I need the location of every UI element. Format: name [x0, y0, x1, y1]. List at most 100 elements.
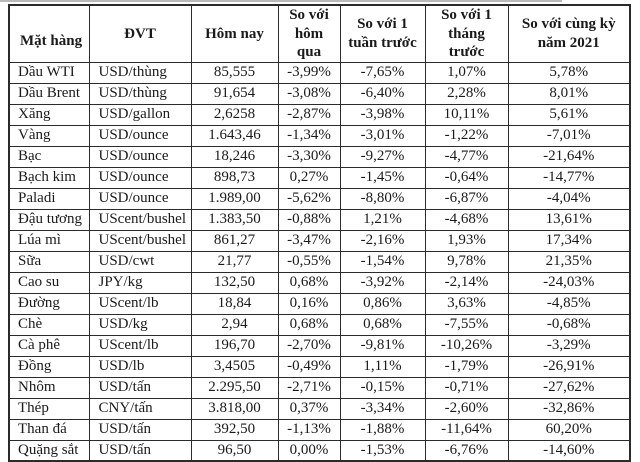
vs_yesterday-cell: -5,62%: [277, 187, 341, 210]
today-cell: 85,555: [190, 61, 279, 84]
vs_same_period_2021-cell: -14,77%: [507, 166, 631, 189]
commodity-cell: Bạch kim: [8, 166, 90, 189]
vs_yesterday-cell: -3,30%: [277, 145, 341, 168]
commodity-cell: Quặng sắt: [8, 439, 90, 462]
commodity-cell: Dầu Brent: [8, 82, 90, 105]
today-cell: 18,84: [190, 292, 279, 315]
vs_yesterday-cell: -2,87%: [277, 103, 341, 126]
table-row: Dầu Brent USD/thùng 91,654 -3,08% -6,40% 2,28…: [8, 82, 631, 105]
table-row: Dầu WTI USD/thùng 85,555 -3,99% -7,65% 1,07% 5…: [8, 61, 631, 84]
unit-cell: USD/thùng: [88, 61, 192, 84]
vs_same_period_2021-cell: -7,01%: [507, 124, 631, 147]
table-row: Xăng USD/gallon 2,6258 -2,87% -3,98% 10,11% 5,…: [8, 103, 631, 126]
vs_yesterday-cell: 0,00%: [277, 439, 341, 462]
vs_yesterday-cell: -3,08%: [277, 82, 341, 105]
vs_last_month-cell: -7,55%: [424, 313, 509, 336]
unit-cell: USD/ounce: [88, 124, 192, 147]
unit-cell: UScent/lb: [88, 292, 192, 315]
vs_same_period_2021-cell: -32,86%: [507, 397, 631, 420]
vs_last_week-cell: -3,98%: [339, 103, 426, 126]
commodity-cell: Vàng: [8, 124, 90, 147]
today-cell: 18,246: [190, 145, 279, 168]
vs_yesterday-cell: -2,70%: [277, 334, 341, 357]
vs_last_month-cell: -11,64%: [424, 418, 509, 441]
column-header-unit: ĐVT: [88, 4, 192, 63]
vs_last_month-cell: 9,78%: [424, 250, 509, 273]
commodity-cell: Nhôm: [8, 376, 90, 399]
vs_same_period_2021-cell: -4,85%: [507, 292, 631, 315]
unit-cell: UScent/lb: [88, 334, 192, 357]
vs_yesterday-cell: 0,16%: [277, 292, 341, 315]
commodity-cell: Đường: [8, 292, 90, 315]
unit-cell: USD/thùng: [88, 82, 192, 105]
vs_last_month-cell: -1,79%: [424, 355, 509, 378]
vs_yesterday-cell: -3,99%: [277, 61, 341, 84]
today-cell: 861,27: [190, 229, 279, 252]
unit-cell: USD/ounce: [88, 166, 192, 189]
unit-cell: UScent/bushel: [88, 208, 192, 231]
column-header-commodity: Mặt hàng: [8, 4, 90, 63]
table-row: Sữa USD/cwt 21,77 -0,55% -1,54% 9,78% 21,35%: [8, 250, 631, 273]
table-row: Quặng sắt USD/tấn 96,50 0,00% -1,53% -6,76% -1…: [8, 439, 631, 462]
table-row: Bạch kim USD/ounce 898,73 0,27% -1,45% -0,64%…: [8, 166, 631, 189]
vs_last_week-cell: -9,81%: [339, 334, 426, 357]
vs_last_week-cell: -1,88%: [339, 418, 426, 441]
table-row: Thép CNY/tấn 3.818,00 0,37% -3,34% -2,60% -32,…: [8, 397, 631, 420]
today-cell: 898,73: [190, 166, 279, 189]
vs_last_week-cell: 1,11%: [339, 355, 426, 378]
vs_last_week-cell: -6,40%: [339, 82, 426, 105]
table-row: Paladi USD/ounce 1.989,00 -5,62% -8,80% -6,87…: [8, 187, 631, 210]
vs_last_month-cell: 3,63%: [424, 292, 509, 315]
today-cell: 196,70: [190, 334, 279, 357]
vs_yesterday-cell: 0,68%: [277, 313, 341, 336]
commodity-cell: Dầu WTI: [8, 61, 90, 84]
commodity-cell: Đồng: [8, 355, 90, 378]
unit-cell: CNY/tấn: [88, 397, 192, 420]
commodity-price-table: Mặt hàng ĐVT Hôm nay So với hôm qua So với 1…: [8, 4, 631, 462]
today-cell: 3,4505: [190, 355, 279, 378]
commodity-cell: Bạc: [8, 145, 90, 168]
commodity-cell: Cà phê: [8, 334, 90, 357]
table-row: Vàng USD/ounce 1.643,46 -1,34% -3,01% -1,22% -…: [8, 124, 631, 147]
vs_last_week-cell: -1,45%: [339, 166, 426, 189]
unit-cell: JPY/kg: [88, 271, 192, 294]
unit-cell: USD/tấn: [88, 376, 192, 399]
unit-cell: USD/ounce: [88, 145, 192, 168]
vs_same_period_2021-cell: 21,35%: [507, 250, 631, 273]
vs_same_period_2021-cell: -14,60%: [507, 439, 631, 462]
commodity-cell: Thép: [8, 397, 90, 420]
vs_last_week-cell: -0,15%: [339, 376, 426, 399]
today-cell: 2,6258: [190, 103, 279, 126]
vs_last_month-cell: -0,64%: [424, 166, 509, 189]
commodity-cell: Than đá: [8, 418, 90, 441]
unit-cell: USD/ounce: [88, 187, 192, 210]
scan-crop-artifact-line: [0, 0, 562, 2]
vs_last_month-cell: -0,71%: [424, 376, 509, 399]
vs_yesterday-cell: -1,13%: [277, 418, 341, 441]
vs_yesterday-cell: -0,55%: [277, 250, 341, 273]
vs_last_month-cell: -6,76%: [424, 439, 509, 462]
today-cell: 3.818,00: [190, 397, 279, 420]
table-row: Đường UScent/lb 18,84 0,16% 0,86% 3,63% -4,85%: [8, 292, 631, 315]
vs_same_period_2021-cell: -24,03%: [507, 271, 631, 294]
column-header-vs_same_period_2021: So với cùng kỳ năm 2021: [507, 4, 631, 63]
commodity-cell: Lúa mì: [8, 229, 90, 252]
vs_last_month-cell: 10,11%: [424, 103, 509, 126]
vs_last_week-cell: -2,16%: [339, 229, 426, 252]
today-cell: 1.643,46: [190, 124, 279, 147]
unit-cell: USD/tấn: [88, 418, 192, 441]
vs_last_week-cell: -1,54%: [339, 250, 426, 273]
table-row: Nhôm USD/tấn 2.295,50 -2,71% -0,15% -0,71% -27…: [8, 376, 631, 399]
vs_last_week-cell: -8,80%: [339, 187, 426, 210]
vs_yesterday-cell: -2,71%: [277, 376, 341, 399]
vs_last_month-cell: 1,93%: [424, 229, 509, 252]
table-row: Đồng USD/lb 3,4505 -0,49% 1,11% -1,79% -26,91%: [8, 355, 631, 378]
commodity-cell: Paladi: [8, 187, 90, 210]
table-row: Đậu tương UScent/bushel 1.383,50 -0,88% 1,21…: [8, 208, 631, 231]
vs_yesterday-cell: -3,47%: [277, 229, 341, 252]
table-row: Bạc USD/ounce 18,246 -3,30% -9,27% -4,77% -21,…: [8, 145, 631, 168]
vs_last_week-cell: -3,92%: [339, 271, 426, 294]
vs_last_month-cell: -4,68%: [424, 208, 509, 231]
table-header-row: Mặt hàng ĐVT Hôm nay So với hôm qua So với 1…: [8, 4, 631, 63]
